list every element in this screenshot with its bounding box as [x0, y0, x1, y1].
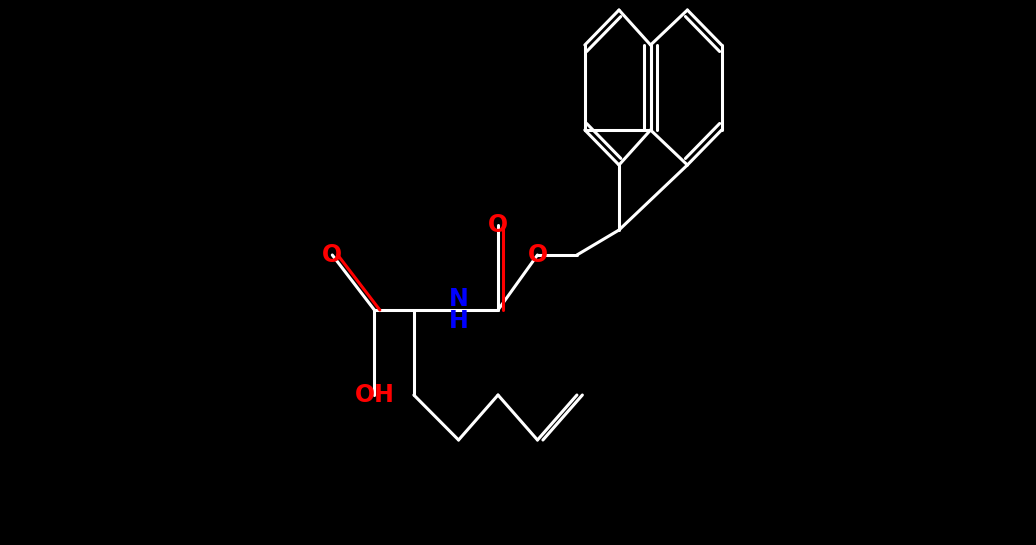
Text: O: O	[527, 243, 548, 267]
Text: OH: OH	[354, 383, 395, 407]
Text: O: O	[322, 243, 342, 267]
Text: O: O	[488, 213, 508, 237]
Text: N
H: N H	[449, 287, 468, 333]
